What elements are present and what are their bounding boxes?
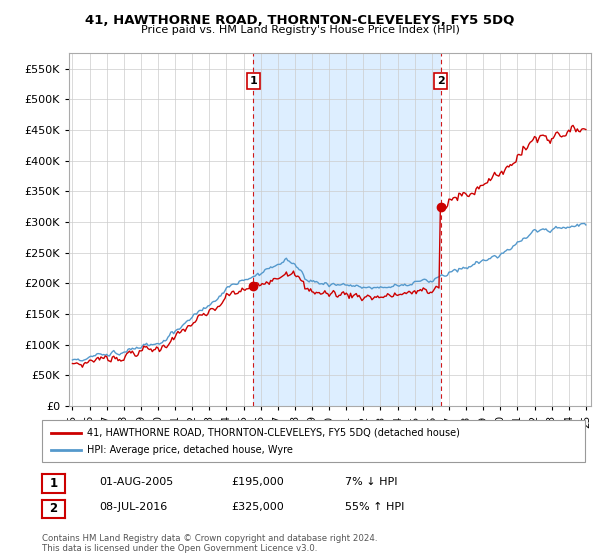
Text: 08-JUL-2016: 08-JUL-2016 [99, 502, 167, 512]
Text: Price paid vs. HM Land Registry's House Price Index (HPI): Price paid vs. HM Land Registry's House … [140, 25, 460, 35]
Text: 1: 1 [250, 76, 257, 86]
Text: 2: 2 [49, 502, 58, 515]
Text: 55% ↑ HPI: 55% ↑ HPI [345, 502, 404, 512]
Text: £195,000: £195,000 [231, 477, 284, 487]
Text: 2: 2 [437, 76, 445, 86]
Text: £325,000: £325,000 [231, 502, 284, 512]
Text: Contains HM Land Registry data © Crown copyright and database right 2024.
This d: Contains HM Land Registry data © Crown c… [42, 534, 377, 553]
Text: HPI: Average price, detached house, Wyre: HPI: Average price, detached house, Wyre [87, 445, 293, 455]
Text: 41, HAWTHORNE ROAD, THORNTON-CLEVELEYS, FY5 5DQ (detached house): 41, HAWTHORNE ROAD, THORNTON-CLEVELEYS, … [87, 428, 460, 437]
Text: 41, HAWTHORNE ROAD, THORNTON-CLEVELEYS, FY5 5DQ: 41, HAWTHORNE ROAD, THORNTON-CLEVELEYS, … [85, 14, 515, 27]
Text: 1: 1 [49, 477, 58, 490]
Text: 01-AUG-2005: 01-AUG-2005 [99, 477, 173, 487]
Text: 7% ↓ HPI: 7% ↓ HPI [345, 477, 398, 487]
Bar [253, 53, 441, 406]
